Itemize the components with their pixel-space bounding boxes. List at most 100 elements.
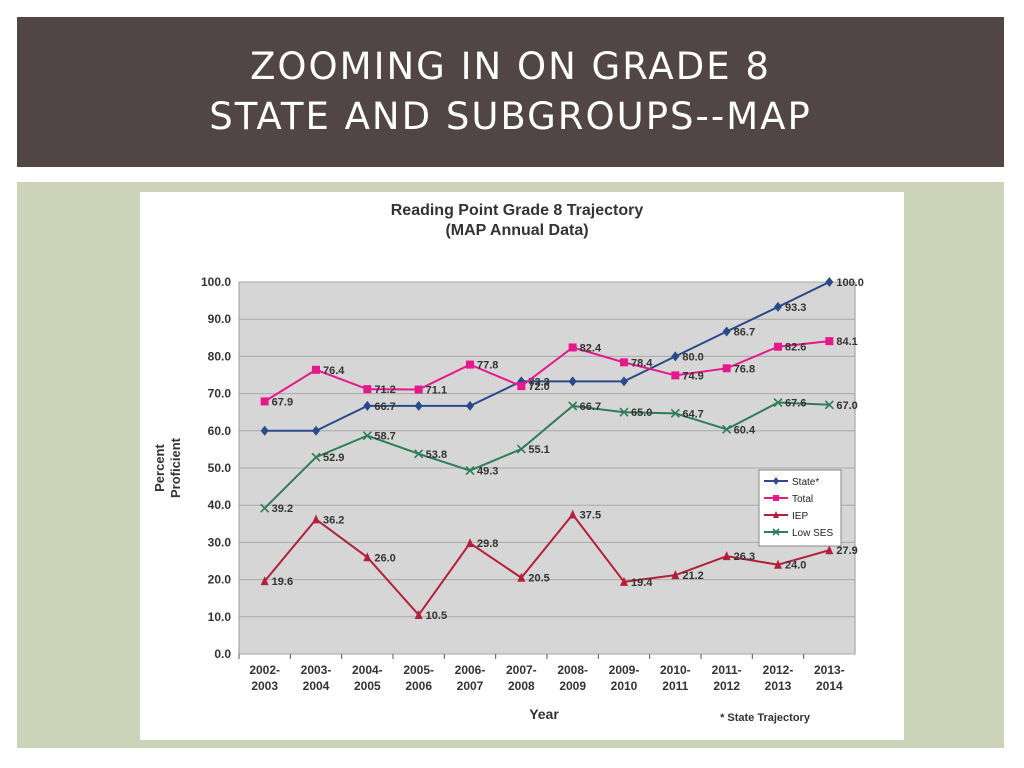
data-point-total	[312, 365, 320, 374]
data-point-iep	[466, 538, 474, 548]
data-point-state	[620, 376, 628, 387]
legend-marker-total	[773, 495, 779, 501]
y-tick-label: 80.0	[208, 349, 232, 363]
data-point-total	[671, 371, 680, 380]
data-point-total	[260, 397, 269, 406]
data-point-low-ses	[516, 444, 526, 454]
data-point-low-ses	[773, 397, 783, 408]
data-label-iep: 36.2	[323, 514, 344, 526]
slide-title-line2: STATE AND SUBGROUPS--MAP	[209, 95, 812, 138]
data-point-state	[363, 400, 372, 411]
x-axis-label: Year	[529, 706, 559, 722]
data-point-iep	[774, 559, 782, 569]
data-label-iep: 19.4	[631, 577, 653, 589]
x-tick-label: 2011-	[712, 663, 742, 677]
legend-box	[758, 469, 842, 547]
x-tick-label: 2013-	[814, 663, 845, 677]
legend-marker-state	[773, 477, 779, 485]
data-label-low-ses: 64.7	[682, 408, 703, 420]
data-point-state	[825, 277, 834, 287]
data-point-total	[517, 382, 526, 391]
data-label-low-ses: 67.6	[785, 398, 806, 410]
data-label-total: 77.8	[477, 360, 498, 372]
y-axis-label-line2: Proficient	[168, 437, 183, 498]
data-point-state	[568, 376, 577, 387]
data-point-state	[466, 400, 474, 411]
chart-subtitle: (MAP Annual Data)	[445, 222, 588, 239]
data-label-total: 82.4	[580, 342, 602, 354]
series-line-iep	[263, 512, 830, 617]
data-point-total	[363, 385, 372, 394]
data-point-low-ses	[362, 431, 372, 441]
data-point-state	[774, 301, 782, 312]
data-point-iep	[260, 576, 269, 586]
x-tick-label: 2007	[457, 679, 484, 693]
x-tick-label: 2003-	[301, 663, 332, 677]
slide-title-line1: ZOOMING IN ON GRADE 8	[250, 45, 771, 88]
x-tick-label: 2010-	[660, 663, 691, 677]
data-label-state: 66.7	[374, 401, 395, 413]
series-line-state	[264, 281, 830, 432]
data-point-iep	[825, 545, 834, 555]
data-label-iep: 26.0	[374, 552, 395, 564]
data-label-total: 76.4	[323, 365, 345, 377]
y-tick-label: 20.0	[208, 573, 232, 587]
y-tick-label: 90.0	[208, 312, 232, 326]
data-label-total: 78.4	[631, 357, 653, 369]
x-tick-label: 2003	[251, 679, 278, 693]
legend-label-total: Total	[792, 494, 813, 505]
data-label-iep: 20.5	[528, 573, 549, 585]
data-label-iep: 27.9	[836, 545, 857, 557]
x-tick-label: 2002-	[249, 663, 280, 677]
series-group: 66.7 73.3 80.0 86.7 93.3 100.0 67.9 76.4 71.2 71.…	[260, 277, 864, 622]
data-point-low-ses	[824, 400, 834, 410]
data-point-low-ses	[260, 503, 270, 513]
data-label-iep: 37.5	[580, 510, 601, 522]
x-tick-label: 2010	[611, 679, 638, 693]
data-point-iep	[620, 576, 628, 586]
data-label-total: 71.2	[374, 384, 395, 396]
slide-header: ZOOMING IN ON GRADE 8 STATE AND SUBGROUP…	[17, 17, 1004, 167]
legend-marker-iep	[773, 511, 779, 518]
data-point-state	[414, 400, 423, 411]
data-label-iep: 24.0	[785, 560, 806, 572]
legend-label-state: State*	[792, 477, 819, 488]
x-tick-label: 2008	[508, 679, 535, 693]
chart-title: Reading Point Grade 8 Trajectory	[391, 202, 644, 219]
data-label-iep: 10.5	[426, 610, 447, 622]
data-label-iep: 26.3	[734, 551, 755, 563]
series-line-low-ses	[263, 401, 830, 509]
chart-figure: Reading Point Grade 8 Trajectory (MAP An…	[140, 192, 904, 740]
data-point-state	[722, 326, 731, 337]
x-tick-label: 2004	[303, 679, 330, 693]
data-label-low-ses: 58.7	[374, 431, 395, 443]
data-label-low-ses: 67.0	[836, 400, 857, 412]
data-point-low-ses	[619, 407, 629, 417]
legend-label-low-ses: Low SES	[792, 528, 833, 539]
data-label-total: 71.1	[426, 385, 447, 397]
series-iep: 19.6 36.2 26.0 10.5 29.8 20.5 37.5 19.4 21.2 26.3…	[260, 509, 858, 622]
series-state: 66.7 73.3 80.0 86.7 93.3 100.0	[260, 277, 864, 436]
y-tick-label: 30.0	[208, 535, 232, 549]
data-label-low-ses: 66.7	[580, 401, 601, 413]
data-label-low-ses: 52.9	[323, 452, 344, 464]
data-point-low-ses	[722, 424, 732, 434]
x-tick-label: 2006-	[455, 663, 486, 677]
data-point-iep	[517, 572, 526, 582]
x-tick-label: 2013	[765, 679, 792, 693]
data-label-state: 86.7	[734, 326, 755, 338]
x-tick-label: 2005	[354, 679, 381, 693]
x-tick-label: 2009-	[609, 663, 640, 677]
x-tick-label: 2014	[816, 679, 843, 693]
y-tick-label: 0.0	[214, 647, 231, 661]
data-point-iep	[414, 609, 423, 619]
data-label-state: 80.0	[682, 351, 703, 363]
legend: State* Total IEP Low SES	[758, 469, 842, 547]
data-label-state: 100.0	[836, 277, 864, 289]
data-point-total	[466, 360, 474, 369]
data-label-total: 67.9	[272, 396, 293, 408]
data-label-low-ses: 39.2	[272, 503, 293, 515]
data-label-iep: 19.6	[272, 576, 293, 588]
data-label-total: 72.0	[528, 381, 549, 393]
y-tick-label: 10.0	[208, 610, 232, 624]
